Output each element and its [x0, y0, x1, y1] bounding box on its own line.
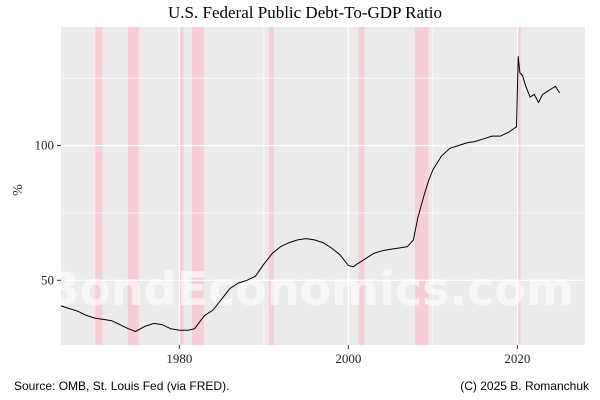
- y-tick-label-50: 50: [41, 272, 54, 287]
- recession-band-6: [415, 27, 429, 345]
- plot-panel: [61, 27, 585, 345]
- x-tick-label-2020: 2020: [504, 351, 530, 366]
- x-tick-label-1980: 1980: [166, 351, 192, 366]
- recession-band-5: [358, 27, 365, 345]
- series-layer: [60, 56, 561, 332]
- chart-title: U.S. Federal Public Debt-To-GDP Ratio: [168, 3, 442, 22]
- recession-band-4: [268, 27, 274, 345]
- y-axis-label: %: [11, 184, 26, 196]
- y-tick-label-100: 100: [35, 138, 55, 153]
- x-tick-label-2000: 2000: [335, 351, 361, 366]
- watermark: BondEconomics.com: [44, 262, 574, 316]
- source-note: Source: OMB, St. Louis Fed (via FRED).: [14, 379, 229, 393]
- recession-band-7: [518, 27, 521, 345]
- copyright-note: (C) 2025 B. Romanchuk: [460, 379, 590, 393]
- axes: 1980 2000 2020 50 100: [35, 138, 531, 366]
- gridlines: [61, 27, 585, 345]
- recession-band-2: [179, 27, 184, 345]
- recession-band-0: [93, 27, 103, 345]
- recession-band-1: [127, 27, 139, 345]
- recession-band-3: [192, 27, 204, 345]
- series-line-0: [60, 56, 561, 332]
- recession-bands: [93, 27, 521, 345]
